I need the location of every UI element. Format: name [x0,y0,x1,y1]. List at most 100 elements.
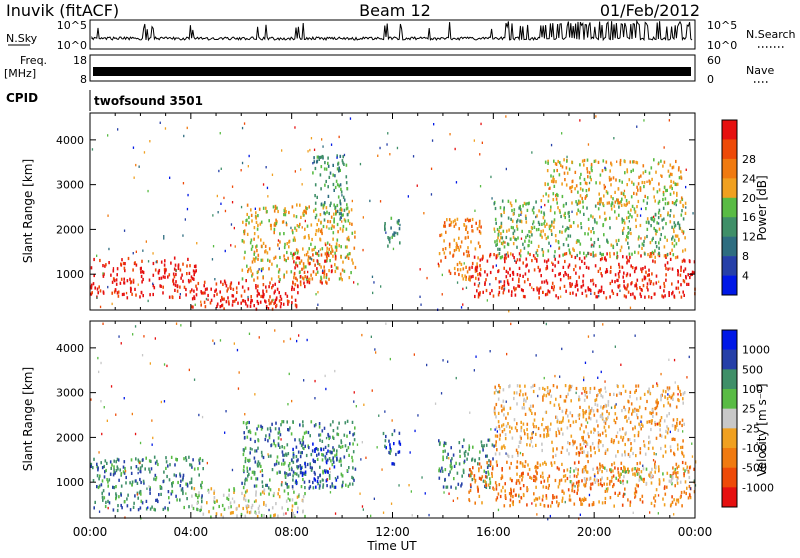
data-cell [592,467,594,471]
data-cell [188,505,190,509]
data-cell [325,436,328,440]
data-cell [149,470,151,474]
data-cell [573,461,576,465]
data-cell [334,185,337,190]
data-cell [501,468,503,472]
x-tick-labels: 00:00 04:00 08:00 12:00 16:00 20:00 00:00 [73,525,713,539]
data-cell [550,174,552,178]
data-cell [613,392,615,396]
data-cell [399,241,401,245]
data-cell [634,409,636,413]
data-cell [235,286,238,290]
data-cell [185,456,187,460]
data-cell [584,232,586,236]
data-cell [450,467,453,471]
data-cell [665,429,667,433]
data-cell [185,458,188,462]
data-cell [227,287,229,291]
data-cell [356,443,359,446]
data-cell [200,496,203,500]
data-cell [275,421,277,425]
power-colorbar-label: Power [dB] [755,175,769,240]
data-cell [496,448,498,452]
data-cell [495,498,498,502]
data-cell [503,280,506,284]
data-cell [542,395,544,399]
data-cell [413,353,415,356]
data-cell [328,175,331,179]
data-cell [608,201,610,205]
data-cell [310,273,312,277]
data-cell [458,236,460,240]
data-cell [340,190,343,194]
data-cell [231,201,234,204]
data-cell [648,387,650,391]
data-cell [333,225,335,229]
data-cell [634,407,636,411]
data-cell [302,435,304,439]
data-cell [488,438,491,442]
data-cell [676,466,678,470]
data-cell [102,274,105,278]
data-cell [206,461,208,465]
data-cell [610,265,612,269]
data-cell [215,499,218,503]
data-cell [659,423,661,427]
data-cell [635,224,637,229]
data-cell [612,469,614,473]
data-cell [626,261,628,265]
data-cell [600,370,602,374]
data-cell [296,472,298,476]
data-cell [351,420,354,424]
data-cell [501,236,504,240]
data-cell [620,363,622,366]
data-cell [163,400,166,403]
data-cell [332,163,334,167]
data-cell [590,252,592,256]
data-cell [328,247,330,251]
data-cell [304,275,306,279]
data-cell [389,357,391,361]
data-cell [617,493,619,497]
data-cell [130,287,132,291]
data-cell [647,288,649,292]
data-cell [255,284,257,288]
data-cell [656,404,659,408]
data-cell [661,218,663,222]
data-cell [279,255,281,260]
data-cell [522,393,524,397]
data-cell [579,405,581,409]
data-cell [390,502,393,505]
data-cell [519,254,522,258]
data-cell [155,498,157,502]
data-cell [597,431,600,435]
data-cell [635,284,638,288]
data-cell [630,448,632,452]
data-cell [463,223,466,227]
data-cell [323,275,325,279]
data-cell [90,283,93,287]
data-cell [299,423,301,427]
data-cell [149,140,151,143]
data-cell [527,251,529,255]
data-cell [663,245,666,249]
data-cell [123,397,125,400]
data-cell [189,481,191,485]
data-cell [669,251,672,256]
data-cell [499,433,501,437]
data-cell [171,484,173,488]
data-cell [640,415,643,419]
data-cell [676,478,678,482]
data-cell [641,246,643,250]
data-cell [497,492,500,496]
data-cell [576,446,578,450]
data-cell [326,458,329,462]
data-cell [588,435,590,439]
data-cell [597,269,600,273]
data-cell [673,238,676,242]
data-cell [523,406,526,410]
data-cell [189,290,192,294]
data-cell [271,422,273,426]
data-cell [534,479,537,483]
data-cell [209,301,212,305]
